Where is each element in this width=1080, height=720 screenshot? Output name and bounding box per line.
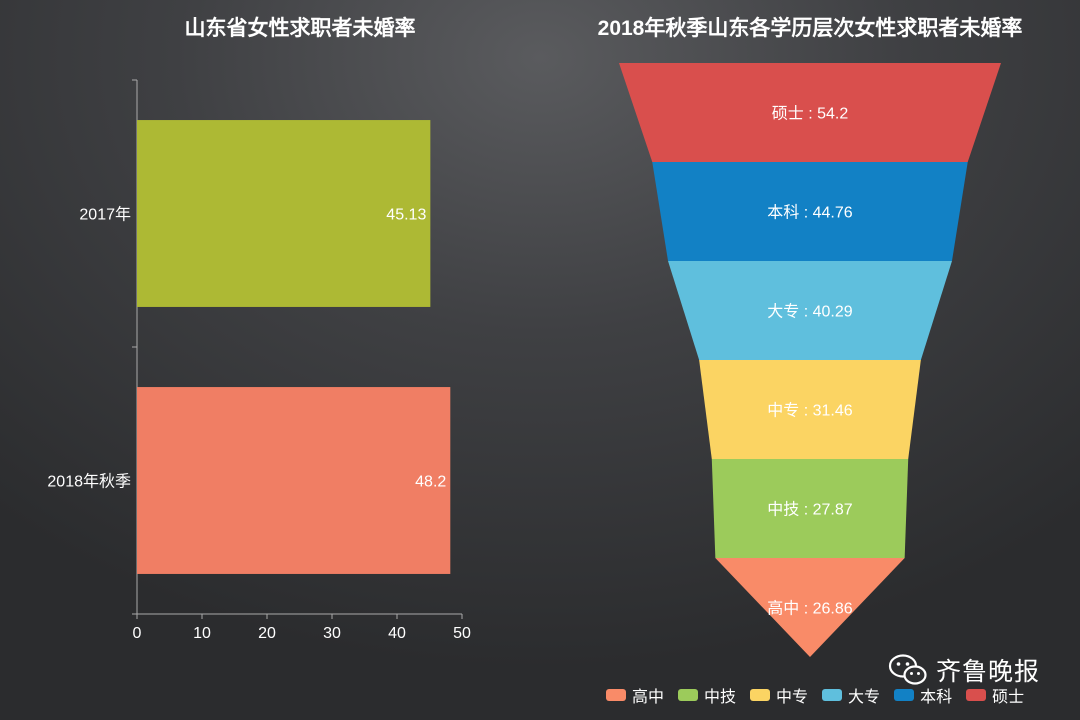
legend-swatch: [894, 689, 915, 701]
bar-value-label: 48.2: [415, 474, 446, 491]
category-label: 2017年: [79, 206, 131, 224]
funnel-label: 中专 : 31.46: [767, 402, 852, 420]
x-tick-label: 30: [323, 625, 341, 642]
legend-swatch: [750, 689, 771, 701]
wechat-icon: [888, 654, 927, 685]
legend-swatch: [822, 689, 843, 701]
legend-item: 中专: [750, 683, 808, 707]
legend-label: 中专: [776, 689, 809, 706]
funnel-segment: [619, 63, 1001, 162]
legend-label: 高中: [632, 689, 665, 706]
funnel-segment: [699, 360, 921, 459]
watermark-text: 齐鲁晚报: [936, 658, 1041, 686]
category-label: 2018年秋季: [47, 473, 131, 491]
x-tick-label: 50: [453, 625, 471, 642]
watermark: 齐鲁晚报: [888, 652, 1058, 688]
funnel-label: 大专 : 40.29: [767, 303, 852, 321]
funnel-segment: [715, 558, 905, 657]
x-tick-label: 0: [133, 625, 142, 642]
legend-label: 本科: [920, 689, 953, 706]
legend-item: 本科: [894, 683, 952, 707]
funnel-label: 本科 : 44.76: [767, 204, 852, 222]
legend-label: 大专: [848, 689, 881, 706]
legend-item: 中技: [678, 683, 736, 707]
legend-item: 高中: [606, 683, 664, 707]
funnel-label: 中技 : 27.87: [767, 501, 852, 519]
legend-item: 硕士: [966, 683, 1024, 707]
x-tick-label: 40: [388, 625, 406, 642]
bar: [137, 120, 431, 307]
funnel-segment: [711, 459, 909, 558]
bar-value-label: 45.13: [386, 207, 426, 224]
x-tick-label: 10: [193, 625, 211, 642]
legend-swatch: [966, 689, 987, 701]
funnel-chart-title: 2018年秋季山东各学历层次女性求职者未婚率: [597, 17, 1023, 40]
legend-swatch: [678, 689, 699, 701]
legend-item: 大专: [822, 683, 880, 707]
bar: [137, 387, 451, 574]
funnel-segment: [652, 162, 968, 261]
bar-chart-title: 山东省女性求职者未婚率: [184, 17, 416, 40]
legend-label: 中技: [704, 689, 737, 706]
legend-swatch: [606, 689, 626, 701]
x-tick-label: 20: [258, 625, 276, 642]
funnel-segment: [668, 261, 952, 360]
funnel-legend: 高中 中技 中专 大专 本科 硕士: [606, 683, 1038, 707]
legend-label: 硕士: [992, 689, 1025, 706]
funnel-label: 高中 : 26.86: [767, 600, 852, 618]
funnel-label: 硕士 : 54.2: [772, 105, 849, 123]
